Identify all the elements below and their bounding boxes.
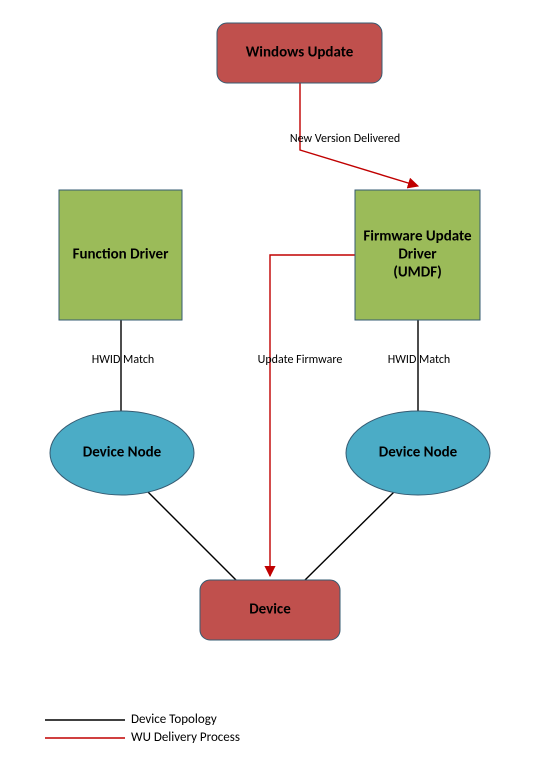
node-label-device_node_left: Device Node: [83, 444, 162, 462]
edge-node_left_to_device: [148, 492, 236, 580]
node-device_node_right: Device Node: [346, 411, 490, 495]
edge-label-fd_to_node_left: HWID Match: [92, 353, 154, 367]
node-label-firmware_driver-1: Driver: [398, 246, 437, 264]
firmware-update-flowchart: New Version Delivered Update Firmware HWID…: [0, 0, 535, 762]
node-device_node_left: Device Node: [50, 411, 194, 495]
edge-driver_to_device: [270, 255, 355, 576]
node-label-windows_update: Windows Update: [246, 44, 354, 62]
node-label-firmware_driver-0: Firmware Update: [363, 228, 472, 246]
node-windows_update: Windows Update: [217, 23, 382, 83]
legend-label-0: Device Topology: [131, 712, 217, 727]
edge-label-wu_to_driver: New Version Delivered: [290, 132, 400, 146]
node-device: Device: [200, 580, 340, 640]
node-label-device: Device: [249, 601, 291, 619]
node-label-device_node_right: Device Node: [379, 444, 458, 462]
node-firmware_driver: Firmware UpdateDriver(UMDF): [355, 190, 480, 320]
legend-label-1: WU Delivery Process: [131, 730, 240, 745]
edge-label-driver_to_device: Update Firmware: [258, 353, 343, 367]
node-label-firmware_driver-2: (UMDF): [393, 264, 442, 282]
edge-node_right_to_device: [305, 492, 394, 580]
node-function_driver: Function Driver: [59, 190, 182, 320]
edge-label-fw_to_node_right: HWID Match: [388, 353, 450, 367]
node-label-function_driver: Function Driver: [73, 246, 170, 264]
